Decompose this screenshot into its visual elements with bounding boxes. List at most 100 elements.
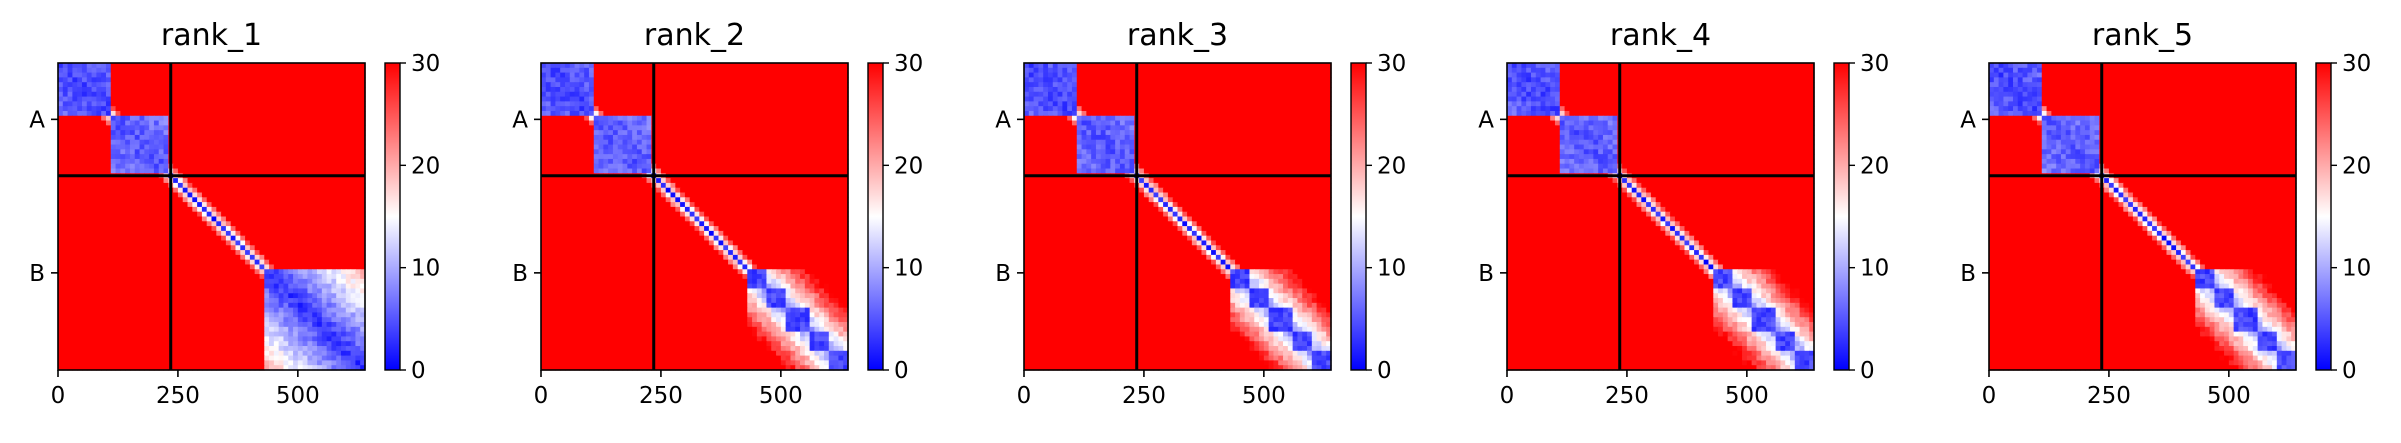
heatmap-cell (331, 97, 336, 102)
heatmap-cell (303, 312, 308, 317)
heatmap-cell (608, 121, 613, 126)
heatmap-cell (714, 106, 719, 111)
heatmap-cell (101, 264, 106, 269)
heatmap-cell (303, 178, 308, 183)
heatmap-cell (202, 260, 207, 265)
heatmap-cell (116, 188, 121, 193)
heatmap-cell (164, 197, 169, 202)
heatmap-cell (690, 73, 695, 78)
heatmap-cell (77, 284, 82, 289)
heatmap-cell (293, 101, 298, 106)
heatmap-cell (766, 116, 771, 121)
heatmap-cell (154, 226, 159, 231)
heatmap-cell (72, 145, 77, 150)
heatmap-cell (283, 312, 288, 317)
heatmap-cell (351, 317, 356, 322)
heatmap-cell (274, 274, 279, 279)
heatmap-cell (106, 106, 111, 111)
heatmap-cell (178, 240, 183, 245)
heatmap-cell (202, 159, 207, 164)
heatmap-cell (120, 145, 125, 150)
heatmap-cell (173, 217, 178, 222)
heatmap-cell (101, 356, 106, 361)
heatmap-cell (259, 188, 264, 193)
heatmap-cell (661, 121, 666, 126)
heatmap-cell (231, 111, 236, 116)
heatmap-cell (250, 226, 255, 231)
heatmap-cell (159, 303, 164, 308)
heatmap-cell (82, 255, 87, 260)
heatmap-cell (675, 87, 680, 92)
heatmap-cell (87, 111, 92, 116)
heatmap-cell (317, 101, 322, 106)
heatmap-cell (245, 77, 250, 82)
heatmap-cell (120, 149, 125, 154)
heatmap-cell (618, 87, 623, 92)
heatmap-cell (303, 82, 308, 87)
heatmap-cell (106, 178, 111, 183)
heatmap-cell (551, 97, 556, 102)
heatmap-cell (322, 202, 327, 207)
heatmap-cell (173, 130, 178, 135)
heatmap-cell (259, 336, 264, 341)
heatmap-cell (565, 92, 570, 97)
heatmap-cell (322, 236, 327, 241)
heatmap-cell (149, 288, 154, 293)
heatmap-cell (77, 226, 82, 231)
heatmap-cell (331, 212, 336, 217)
heatmap-cell (766, 63, 771, 68)
heatmap-cell (709, 101, 714, 106)
heatmap-cell (307, 284, 312, 289)
heatmap-cell (355, 351, 360, 356)
heatmap-cell (140, 231, 145, 236)
heatmap-cell (250, 207, 255, 212)
heatmap-cell (106, 130, 111, 135)
heatmap-cell (355, 346, 360, 351)
heatmap-cell (192, 346, 197, 351)
heatmap-cell (685, 101, 690, 106)
heatmap-cell (140, 63, 145, 68)
heatmap-cell (135, 269, 140, 274)
heatmap-cell (250, 73, 255, 78)
heatmap-cell (178, 73, 183, 78)
heatmap-cell (255, 255, 260, 260)
heatmap-cell (92, 63, 97, 68)
heatmap-cell (560, 92, 565, 97)
heatmap-cell (355, 106, 360, 111)
heatmap-cell (279, 140, 284, 145)
heatmap-cell (279, 217, 284, 222)
heatmap-cell (317, 250, 322, 255)
heatmap-cell (82, 140, 87, 145)
heatmap-cell (293, 140, 298, 145)
heatmap-cell (231, 183, 236, 188)
heatmap-cell (197, 125, 202, 130)
heatmap-cell (226, 202, 231, 207)
heatmap-cell (579, 111, 584, 116)
heatmap-cell (298, 159, 303, 164)
heatmap-cell (207, 250, 212, 255)
heatmap-cell (312, 77, 317, 82)
heatmap-cell (164, 140, 169, 145)
heatmap-cell (331, 274, 336, 279)
heatmap-cell (723, 68, 728, 73)
heatmap-cell (106, 250, 111, 255)
heatmap-cell (135, 322, 140, 327)
heatmap-cell (786, 121, 791, 126)
heatmap-cell (77, 145, 82, 150)
heatmap-cell (327, 135, 332, 140)
heatmap-cell (317, 149, 322, 154)
heatmap-cell (642, 121, 647, 126)
heatmap-cell (144, 317, 149, 322)
heatmap-cell (72, 197, 77, 202)
heatmap-cell (111, 121, 116, 126)
heatmap-cell (293, 221, 298, 226)
heatmap-cell (269, 164, 274, 169)
heatmap-cell (279, 322, 284, 327)
heatmap-cell (293, 356, 298, 361)
heatmap-cell (298, 193, 303, 198)
heatmap-cell (346, 92, 351, 97)
heatmap-cell (173, 159, 178, 164)
heatmap-cell (341, 236, 346, 241)
heatmap-cell (216, 106, 221, 111)
heatmap-cell (130, 284, 135, 289)
